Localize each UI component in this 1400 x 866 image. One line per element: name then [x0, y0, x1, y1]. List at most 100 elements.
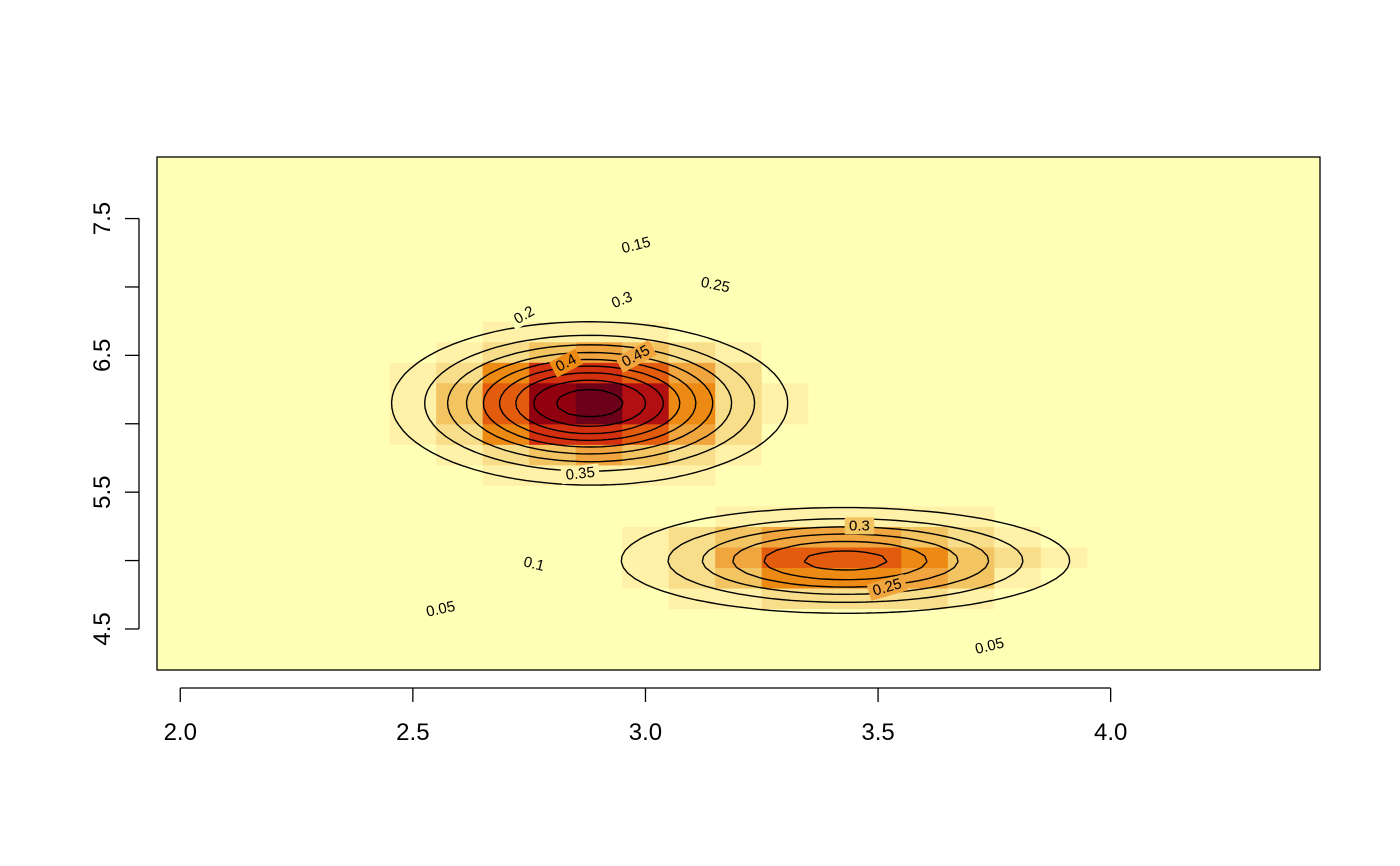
heatmap-cell — [157, 218, 205, 240]
heatmap-cell — [668, 239, 716, 261]
heatmap-cell — [436, 546, 484, 568]
heatmap-cell — [482, 403, 530, 425]
heatmap-cell — [343, 177, 391, 199]
heatmap-cell — [482, 177, 530, 199]
heatmap-cell — [994, 546, 1042, 568]
heatmap-cell — [715, 526, 763, 548]
heatmap-cell — [1133, 608, 1182, 630]
heatmap-cell — [668, 505, 716, 527]
heatmap-cell — [203, 198, 251, 220]
heatmap-cell — [1133, 259, 1182, 281]
heatmap-cell — [482, 382, 530, 404]
heatmap-cell — [482, 341, 530, 363]
heatmap-cell — [1180, 157, 1228, 179]
heatmap-cell — [1040, 157, 1088, 179]
heatmap-cell — [901, 259, 949, 281]
plot-frame — [156, 156, 1321, 671]
heatmap-cell — [436, 321, 484, 343]
heatmap-cell — [1180, 444, 1228, 466]
heatmap-cell — [994, 505, 1042, 527]
heatmap-cell — [1040, 198, 1088, 220]
heatmap-cell — [901, 649, 949, 671]
heatmap-cell — [436, 526, 484, 548]
heatmap-cell — [1087, 362, 1135, 384]
heatmap-cell — [994, 526, 1042, 548]
heatmap-cell — [482, 608, 530, 630]
heatmap-cell — [343, 300, 391, 322]
heatmap-cell — [157, 628, 205, 651]
heatmap-cell — [808, 198, 856, 220]
heatmap-cell — [1133, 423, 1182, 445]
heatmap-cell — [622, 259, 670, 281]
heatmap-cell — [157, 546, 205, 568]
heatmap-cell — [1180, 505, 1228, 527]
y-tick-label: 6.5 — [89, 339, 116, 372]
heatmap-cell — [482, 505, 530, 527]
heatmap-cell — [203, 218, 251, 240]
heatmap-cell — [296, 198, 344, 220]
heatmap-cell — [203, 546, 251, 568]
heatmap-cell — [808, 485, 856, 507]
heatmap-cell — [808, 239, 856, 261]
heatmap-cell — [296, 649, 344, 671]
heatmap-cell — [808, 300, 856, 322]
heatmap-cell — [250, 403, 298, 425]
heatmap-cell — [296, 505, 344, 527]
heatmap-cell — [157, 382, 205, 404]
x-tick-label: 2.5 — [396, 719, 429, 746]
heatmap-cell — [1040, 444, 1088, 466]
heatmap-cell — [808, 608, 856, 630]
heatmap-cell — [203, 628, 251, 651]
heatmap-cell — [575, 218, 623, 240]
heatmap-cell — [296, 403, 344, 425]
heatmap-cell — [343, 444, 391, 466]
heatmap-cell — [436, 403, 484, 425]
heatmap-cell — [1273, 362, 1321, 384]
heatmap-cell — [1040, 382, 1088, 404]
heatmap-cell — [1040, 546, 1088, 568]
heatmap-cell — [157, 280, 205, 302]
heatmap-cell — [296, 587, 344, 610]
heatmap-cell — [343, 218, 391, 240]
heatmap-cell — [482, 157, 530, 179]
heatmap-cell — [901, 382, 949, 404]
heatmap-cell — [854, 485, 902, 507]
heatmap-cell — [389, 444, 437, 466]
x-tick-label: 3.5 — [861, 719, 894, 746]
heatmap-cell — [808, 403, 856, 425]
heatmap-cell — [1180, 485, 1228, 507]
heatmap-cell — [994, 587, 1042, 610]
heatmap-cell — [1273, 280, 1321, 302]
heatmap-cell — [994, 608, 1042, 630]
heatmap-cell — [436, 382, 484, 404]
heatmap-cell — [1273, 157, 1321, 179]
heatmap-cell — [203, 649, 251, 671]
heatmap-cell — [715, 362, 763, 384]
heatmap-cell — [994, 157, 1042, 179]
heatmap-cell — [250, 628, 298, 651]
heatmap-cell — [575, 157, 623, 179]
heatmap-cell — [1087, 280, 1135, 302]
heatmap-cell — [622, 157, 670, 179]
heatmap-cell — [994, 444, 1042, 466]
contour-label: 0.35 — [560, 463, 601, 485]
heatmap-cell — [203, 341, 251, 363]
heatmap-cell — [1273, 423, 1321, 445]
contour-line — [555, 388, 624, 418]
heatmap-cell — [296, 300, 344, 322]
heatmap-cell — [1180, 382, 1228, 404]
heatmap-cell — [343, 280, 391, 302]
x-tick-label: 2.0 — [164, 719, 197, 746]
heatmap-cell — [622, 218, 670, 240]
heatmap-cell — [622, 546, 670, 568]
heatmap-cell — [1087, 485, 1135, 507]
heatmap-cell — [668, 157, 716, 179]
heatmap-cell — [157, 423, 205, 445]
heatmap-cell — [994, 259, 1042, 281]
heatmap-cell — [622, 628, 670, 651]
heatmap-cell — [343, 628, 391, 651]
heatmap-cell — [157, 485, 205, 507]
heatmap-cell — [389, 567, 437, 589]
heatmap-cell — [761, 239, 809, 261]
heatmap-cell — [343, 485, 391, 507]
